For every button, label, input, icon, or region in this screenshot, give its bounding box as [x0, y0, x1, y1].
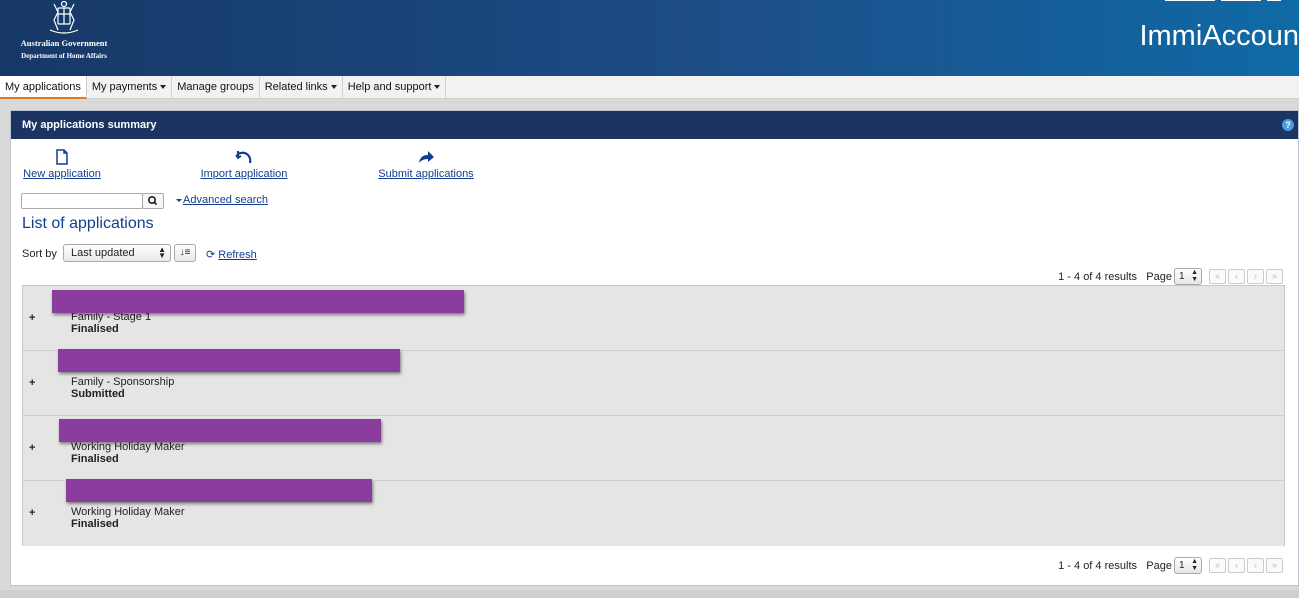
top-links[interactable]	[1165, 0, 1295, 5]
search-button[interactable]	[142, 193, 164, 209]
site-header: Australian Government Department of Home…	[0, 0, 1299, 76]
submit-applications-label: Submit applications	[378, 168, 474, 180]
nav-my-applications[interactable]: My applications	[0, 76, 87, 99]
application-status: Finalised	[71, 323, 119, 335]
panel-title: My applications summary	[22, 119, 157, 131]
main-nav: My applications My payments Manage group…	[0, 76, 1299, 99]
list-title: List of applications	[22, 215, 154, 232]
caret-down-icon	[330, 85, 337, 90]
application-status: Submitted	[71, 388, 125, 400]
prev-page-button[interactable]: ‹	[1228, 558, 1245, 573]
redaction-overlay	[66, 479, 372, 502]
app-title: ImmiAccoun	[1139, 20, 1299, 52]
results-count: 1 - 4 of 4 results	[1058, 560, 1137, 572]
nav-my-payments[interactable]: My payments	[87, 76, 173, 99]
page-select[interactable]: 1 ▲ ▼	[1174, 268, 1202, 285]
government-name: Australian Government	[20, 38, 108, 48]
expand-plus-icon[interactable]: +	[29, 312, 36, 324]
search-input[interactable]	[21, 193, 143, 209]
application-row[interactable]: + Working Holiday Maker Finalised	[23, 416, 1284, 481]
import-application-button[interactable]: Import application	[197, 149, 291, 180]
application-type: Family - Stage 1	[71, 311, 152, 323]
next-page-button[interactable]: ›	[1247, 558, 1264, 573]
application-type: Family - Sponsorship	[71, 376, 175, 388]
first-page-button[interactable]: «	[1209, 558, 1226, 573]
page-label: Page	[1146, 271, 1172, 283]
redaction-overlay	[58, 349, 400, 372]
last-page-button[interactable]: »	[1266, 558, 1283, 573]
last-page-button[interactable]: »	[1266, 269, 1283, 284]
coat-of-arms-logo	[49, 0, 79, 34]
page-footer	[0, 590, 1299, 598]
submit-applications-button[interactable]: Submit applications	[377, 149, 475, 180]
sort-label: Sort by	[22, 248, 57, 260]
application-row[interactable]: + Family - Sponsorship Submitted	[23, 349, 1284, 416]
page-label: Page	[1146, 560, 1172, 572]
application-row[interactable]: + Working Holiday Maker Finalised	[23, 479, 1284, 546]
department-name: Department of Home Affairs	[21, 52, 107, 60]
import-icon	[235, 151, 252, 164]
expand-plus-icon[interactable]: +	[29, 442, 36, 454]
application-status: Finalised	[71, 518, 119, 530]
refresh-icon: ⟳	[206, 249, 219, 261]
search-icon	[148, 195, 158, 206]
redaction-overlay	[52, 290, 464, 313]
sort-select[interactable]: Last updated ▲ ▼	[63, 244, 171, 262]
import-application-label: Import application	[200, 168, 288, 180]
updown-arrows-icon: ▲ ▼	[1191, 269, 1198, 283]
applications-summary-panel: My applications summary ? New applicatio…	[10, 110, 1299, 586]
page-select[interactable]: 1 ▲ ▼	[1174, 557, 1202, 574]
nav-related-links[interactable]: Related links	[260, 76, 343, 99]
caret-down-icon	[434, 85, 441, 90]
expand-plus-icon[interactable]: +	[29, 377, 36, 389]
pager-bottom: 1 - 4 of 4 results Page 1 ▲ ▼ « ‹ › »	[11, 557, 1286, 575]
application-type: Working Holiday Maker	[71, 506, 185, 518]
refresh-link[interactable]: ⟳ Refresh	[206, 249, 257, 261]
submit-arrow-icon	[419, 151, 434, 163]
applications-list: + Family - Stage 1 Finalised + Family - …	[22, 285, 1285, 546]
first-page-button[interactable]: «	[1209, 269, 1226, 284]
new-application-label: New application	[23, 168, 101, 180]
advanced-search-link[interactable]: Advanced search	[176, 194, 268, 206]
redaction-overlay	[59, 419, 381, 442]
sort-selected-value: Last updated	[71, 247, 135, 259]
sort-direction-button[interactable]: ↓≡	[174, 244, 196, 262]
updown-arrows-icon: ▲ ▼	[1191, 558, 1198, 572]
panel-header: My applications summary ?	[11, 111, 1298, 139]
new-application-button[interactable]: New application	[22, 149, 102, 180]
nav-help-and-support[interactable]: Help and support	[343, 76, 447, 99]
help-icon[interactable]: ?	[1282, 119, 1294, 131]
prev-page-button[interactable]: ‹	[1228, 269, 1245, 284]
application-type: Working Holiday Maker	[71, 441, 185, 453]
caret-down-icon	[160, 85, 167, 90]
caret-down-icon	[176, 198, 182, 202]
sort-direction-icon: ↓≡	[179, 247, 191, 258]
new-document-icon	[56, 149, 68, 165]
expand-plus-icon[interactable]: +	[29, 507, 36, 519]
nav-manage-groups[interactable]: Manage groups	[172, 76, 260, 99]
pager-top: 1 - 4 of 4 results Page 1 ▲ ▼ « ‹ › »	[11, 268, 1286, 286]
application-status: Finalised	[71, 453, 119, 465]
application-row[interactable]: + Family - Stage 1 Finalised	[23, 286, 1284, 351]
results-count: 1 - 4 of 4 results	[1058, 271, 1137, 283]
next-page-button[interactable]: ›	[1247, 269, 1264, 284]
updown-arrows-icon: ▲ ▼	[158, 245, 166, 260]
